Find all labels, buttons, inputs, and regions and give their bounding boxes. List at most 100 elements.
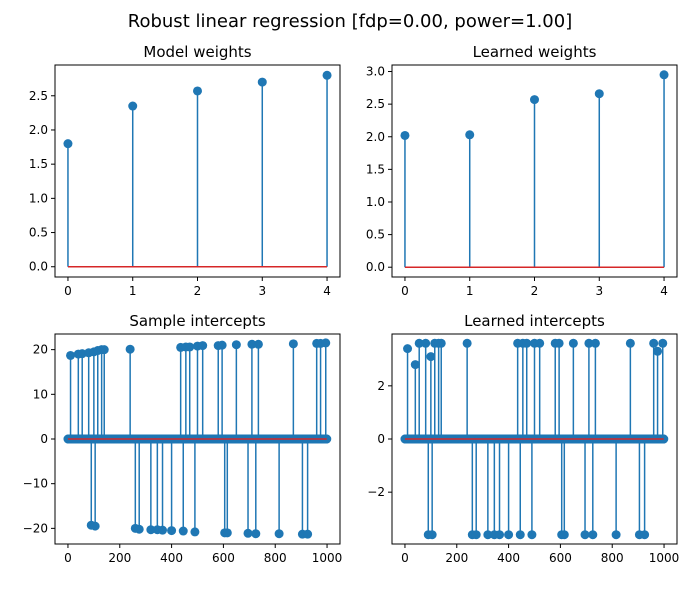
stem-marker <box>193 86 202 96</box>
x-tick-label: 1000 <box>649 551 680 565</box>
stem-lines <box>404 74 665 268</box>
y-tick-label: 0.5 <box>366 228 385 242</box>
y-tick-label: 0.5 <box>29 226 48 240</box>
stem-marker <box>99 345 109 355</box>
stem-marker <box>251 529 261 539</box>
stem-marker <box>568 338 578 348</box>
model-weights-axes: Model weights 0 1 2 3 4 0.0 0.5 1.0 1.5 2.0 2.5 <box>29 43 341 298</box>
x-tick-label: 2 <box>194 284 202 298</box>
stem-marker <box>257 77 267 87</box>
stem-marker <box>640 530 650 540</box>
y-tick-label: 10 <box>33 387 48 401</box>
x-tick-label: 200 <box>108 551 131 565</box>
y-tick-label: 20 <box>33 343 48 357</box>
x-tick-label: 1 <box>129 284 137 298</box>
y-tick-label: 1.5 <box>29 157 48 171</box>
axes-title: Model weights <box>143 43 251 61</box>
stem-marker <box>410 360 420 370</box>
stem-marker <box>222 528 232 538</box>
stem-marker <box>594 89 604 99</box>
y-tick-label: −2 <box>367 485 385 499</box>
stem-marker <box>66 350 76 360</box>
y-tick-label: 2.0 <box>366 130 385 144</box>
stem-marker <box>128 101 138 111</box>
stem-marker <box>522 338 532 348</box>
stem-marker <box>253 339 263 349</box>
y-tick-label: −10 <box>23 477 48 491</box>
stem-marker <box>243 528 253 538</box>
stem-marker <box>146 525 156 535</box>
stem-marker <box>436 338 446 348</box>
x-tick-label: 0 <box>64 284 72 298</box>
stem-marker <box>90 521 100 531</box>
x-tick-label: 600 <box>549 551 572 565</box>
stem-marker <box>584 338 594 348</box>
x-tick-label: 1 <box>466 284 474 298</box>
stem-marker <box>554 338 564 348</box>
x-tick-label: 600 <box>212 551 235 565</box>
stem-marker <box>462 338 472 348</box>
y-tick-label: 2.0 <box>29 123 48 137</box>
y-tick-label: 1.0 <box>366 195 385 209</box>
y-tick-label: 1.5 <box>366 162 385 176</box>
x-tick-label: 4 <box>660 284 668 298</box>
x-tick-label: 200 <box>445 551 468 565</box>
y-axis: −2 0 2 <box>367 379 392 499</box>
y-axis: 0.0 0.5 1.0 1.5 2.0 2.5 <box>29 89 55 274</box>
x-tick-label: 1000 <box>312 551 343 565</box>
stem-marker <box>504 530 514 540</box>
stem-marker <box>659 70 669 80</box>
stem-marker <box>559 530 569 540</box>
stem-markers <box>63 70 332 149</box>
stem-marker <box>471 530 481 540</box>
stem-marker <box>495 530 505 540</box>
y-tick-label: 0.0 <box>29 260 48 274</box>
stem-marker <box>125 344 135 354</box>
stem-marker <box>421 338 431 348</box>
x-tick-label: 3 <box>258 284 266 298</box>
x-tick-label: 0 <box>401 284 409 298</box>
stem-marker <box>63 139 73 149</box>
figure-title: Robust linear regression [fdp=0.00, powe… <box>128 11 572 32</box>
stem-marker <box>231 340 241 350</box>
stem-marker <box>426 352 436 362</box>
y-tick-label: 0 <box>40 432 48 446</box>
stem-marker <box>178 526 188 536</box>
stem-marker <box>658 338 668 348</box>
stem-lines <box>406 343 664 535</box>
stem-marker <box>580 530 590 540</box>
stem-marker <box>590 338 600 348</box>
x-tick-label: 800 <box>601 551 624 565</box>
x-tick-label: 0 <box>401 551 409 565</box>
y-tick-label: 2.5 <box>29 89 48 103</box>
stem-marker <box>535 338 545 348</box>
stem-markers <box>400 70 669 140</box>
stem-marker <box>465 130 475 140</box>
y-tick-label: 1.0 <box>29 191 48 205</box>
x-axis: 0 1 2 3 4 <box>64 277 331 298</box>
stem-marker <box>530 95 539 105</box>
stem-lines <box>69 342 327 535</box>
y-tick-label: 2.5 <box>366 97 385 111</box>
x-tick-label: 4 <box>323 284 331 298</box>
stem-marker <box>625 338 635 348</box>
y-tick-label: −20 <box>23 521 48 535</box>
y-axis: 0.0 0.5 1.0 1.5 2.0 2.5 3.0 <box>366 65 392 274</box>
stem-marker <box>247 339 257 349</box>
stem-marker <box>185 342 195 352</box>
axes-title: Sample intercepts <box>129 312 266 330</box>
stem-marker <box>217 340 227 350</box>
stem-marker <box>653 346 663 356</box>
axes-title: Learned weights <box>473 43 597 61</box>
x-tick-label: 0 <box>64 551 72 565</box>
stem-marker <box>158 525 168 535</box>
stem-marker <box>427 530 437 540</box>
x-axis: 0 1 2 3 4 <box>401 277 668 298</box>
stem-marker <box>414 338 424 348</box>
y-tick-label: 2 <box>377 379 385 393</box>
x-tick-label: 400 <box>160 551 183 565</box>
x-tick-label: 2 <box>531 284 539 298</box>
stem-marker <box>198 341 208 351</box>
